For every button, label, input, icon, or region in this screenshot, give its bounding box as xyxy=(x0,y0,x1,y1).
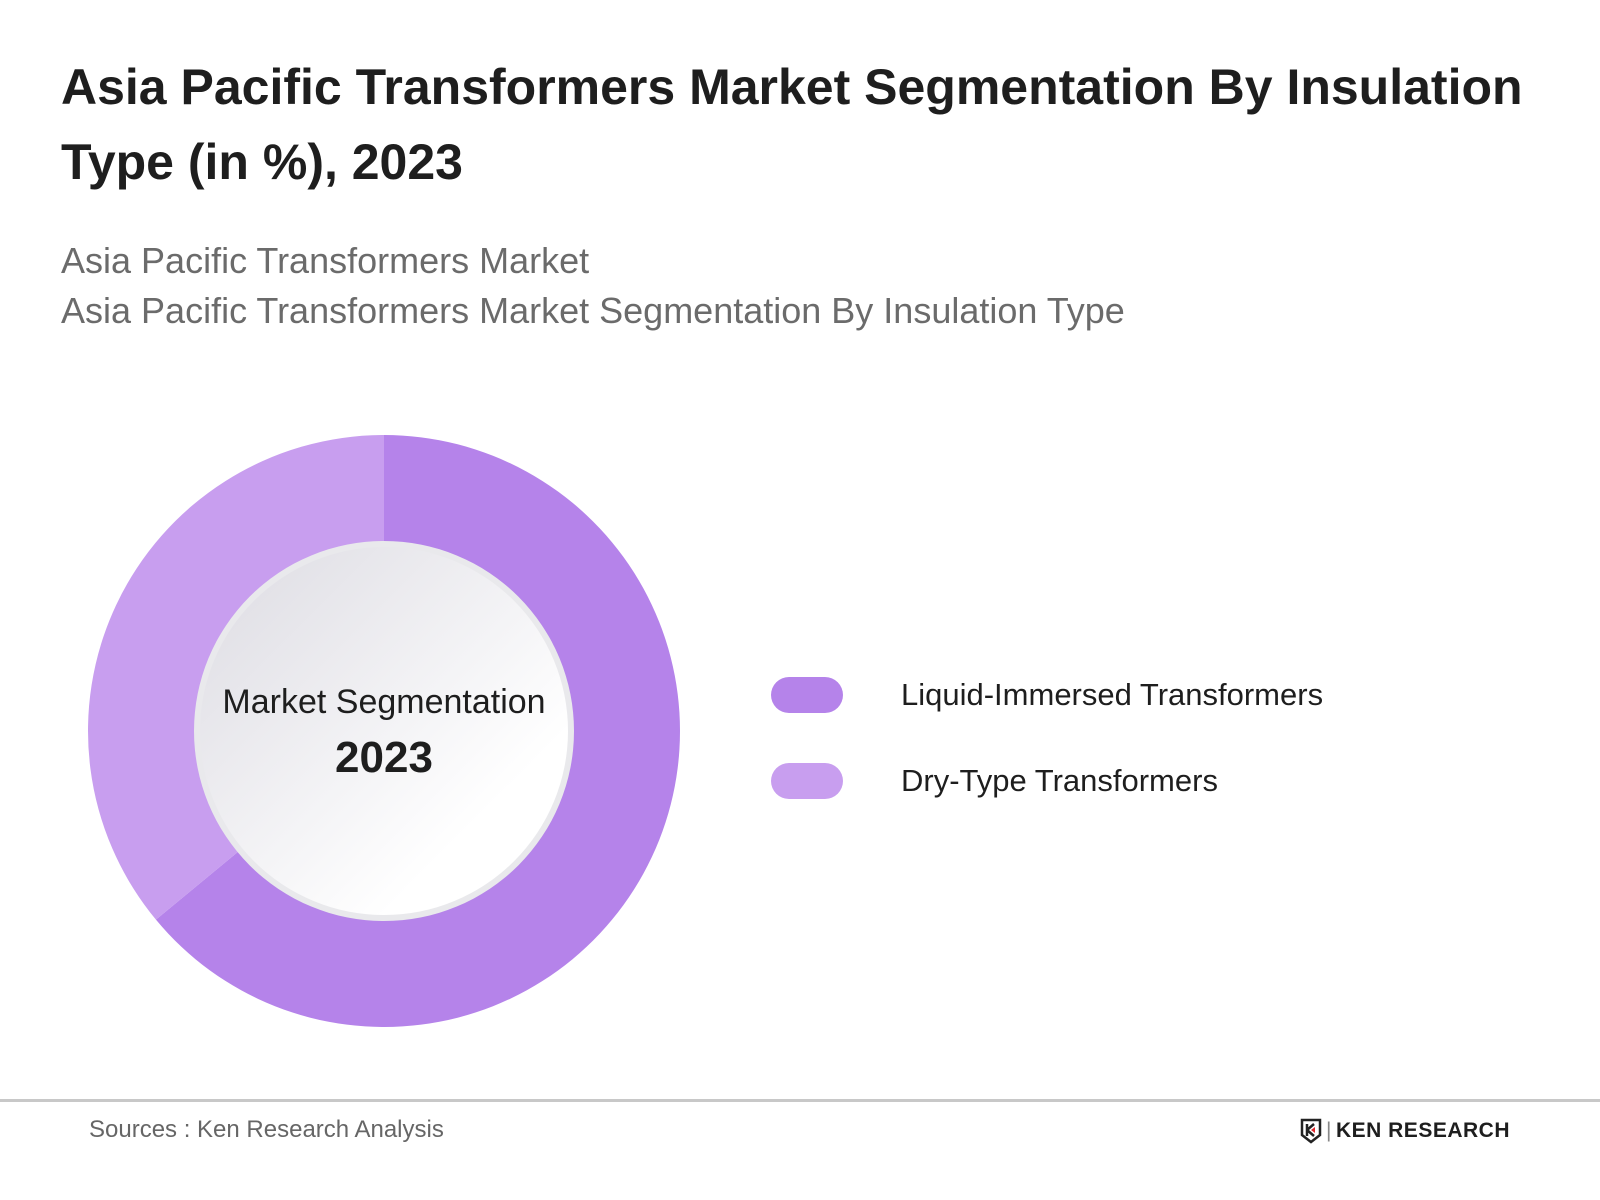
legend-item-dry-type: Dry-Type Transformers xyxy=(771,763,1218,799)
legend-item-liquid-immersed: Liquid-Immersed Transformers xyxy=(771,677,1323,713)
legend-swatch xyxy=(771,763,843,799)
center-year: 2023 xyxy=(335,733,433,782)
footer-divider xyxy=(0,1099,1600,1102)
donut-hub xyxy=(200,547,568,915)
ken-research-logo: | KEN RESEARCH xyxy=(1300,1118,1510,1144)
center-label: Market Segmentation xyxy=(222,683,545,721)
ken-logo-icon xyxy=(1300,1118,1322,1144)
subtitle-segmentation: Asia Pacific Transformers Market Segment… xyxy=(61,290,1125,331)
legend-label: Dry-Type Transformers xyxy=(901,763,1218,798)
subtitle-market: Asia Pacific Transformers Market xyxy=(61,240,590,281)
legend-label: Liquid-Immersed Transformers xyxy=(901,677,1324,712)
source-note: Sources : Ken Research Analysis xyxy=(89,1116,444,1143)
logo-text: KEN RESEARCH xyxy=(1335,1119,1510,1142)
chart-title: Asia Pacific Transformers Market Segment… xyxy=(61,59,1523,190)
legend-swatch xyxy=(771,677,843,713)
